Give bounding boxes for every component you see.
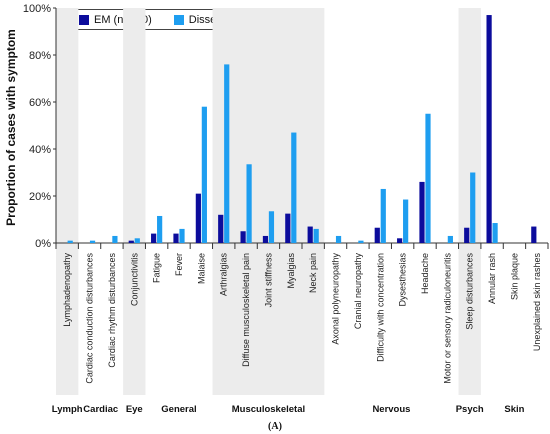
bar-em [195,193,201,243]
group-band-0 [56,8,79,395]
y-tick-label: 80% [29,50,51,62]
bar-disseminated [268,211,275,243]
bar-em [173,233,179,243]
x-category-label: Motor or sensory radiculoneuritis [442,253,452,384]
group-label: Lymph [52,404,83,415]
bar-disseminated [425,113,431,243]
x-category-label: Myalgias [286,253,296,289]
y-tick-label: 20% [29,191,51,203]
x-category-label: Headache [420,253,430,294]
bar-disseminated [246,164,252,243]
bar-em [151,233,157,243]
bar-disseminated [201,106,207,243]
x-category-label: Cardiac rhythm disturbances [107,253,117,368]
bar-em [240,231,246,243]
bar-em [128,240,134,243]
x-category-label: Annular rash [487,253,497,304]
x-category-label: Conjunctivitis [129,253,139,307]
bar-disseminated [291,132,297,243]
group-label: Musculoskeletal [232,404,305,415]
group-band-2 [123,8,146,395]
x-category-label: Fatigue [152,253,162,283]
bar-disseminated [492,223,498,243]
bar-em [531,226,537,243]
bar-disseminated [112,235,118,243]
legend-swatch-disseminated [173,14,184,25]
x-category-label: Neck pain [308,253,318,293]
group-label: Nervous [372,404,410,415]
bar-em [419,181,425,243]
bar-em [464,227,470,243]
x-category-label: Lymphadenopathy [62,253,72,327]
x-category-label: Difficulty with concentration [375,253,385,362]
group-label: General [161,404,196,415]
bar-em [486,15,492,243]
group-label: Eye [126,404,143,415]
bar-disseminated [224,64,230,244]
legend-swatch-em [79,14,89,25]
y-tick-label: 60% [29,97,51,109]
x-category-label: Skin plaque [509,253,519,300]
group-band-4 [212,8,325,395]
x-category-label: Malaise [196,253,206,284]
bar-disseminated [403,199,409,243]
y-tick-label: 100% [23,3,51,15]
group-band-6 [458,8,481,395]
x-category-label: Arthralgias [219,253,229,297]
bar-em [262,235,269,243]
x-category-label: Joint stiffness [263,253,273,308]
bar-em [397,238,403,243]
x-category-label: Dysesthesias [398,253,408,307]
figure-caption: (A) [268,421,282,432]
bar-disseminated [470,172,476,243]
bar-disseminated [67,240,73,243]
bar-disseminated [358,240,364,243]
x-category-label: Unexplained skin rashes [532,253,542,352]
y-axis-title: Proportion of cases with symptom [4,29,18,226]
bar-em [374,227,380,243]
bar-disseminated [89,240,96,243]
group-label: Cardiac [83,404,118,415]
y-tick-label: 40% [29,144,51,156]
bar-disseminated [447,235,453,243]
bar-disseminated [313,228,319,243]
bar-disseminated [380,188,386,243]
group-label: Skin [504,404,524,415]
bar-em [307,226,313,243]
bar-disseminated [335,235,342,243]
x-category-label: Diffuse musculoskeletal pain [241,253,251,367]
y-tick-label: 0% [35,238,51,250]
bar-disseminated [157,215,163,243]
bar-em [218,214,224,243]
bar-disseminated [179,228,185,243]
x-category-label: Cranial neuropathy [353,253,363,330]
x-category-label: Sleep disturbances [465,253,475,330]
x-category-label: Fever [174,253,184,276]
group-label: Psych [456,404,484,415]
x-category-label: Axonal polyneuropathy [331,253,341,345]
bar-em [285,213,291,243]
bar-disseminated [134,238,140,243]
x-category-label: Cardiac conduction disturbances [85,253,95,384]
